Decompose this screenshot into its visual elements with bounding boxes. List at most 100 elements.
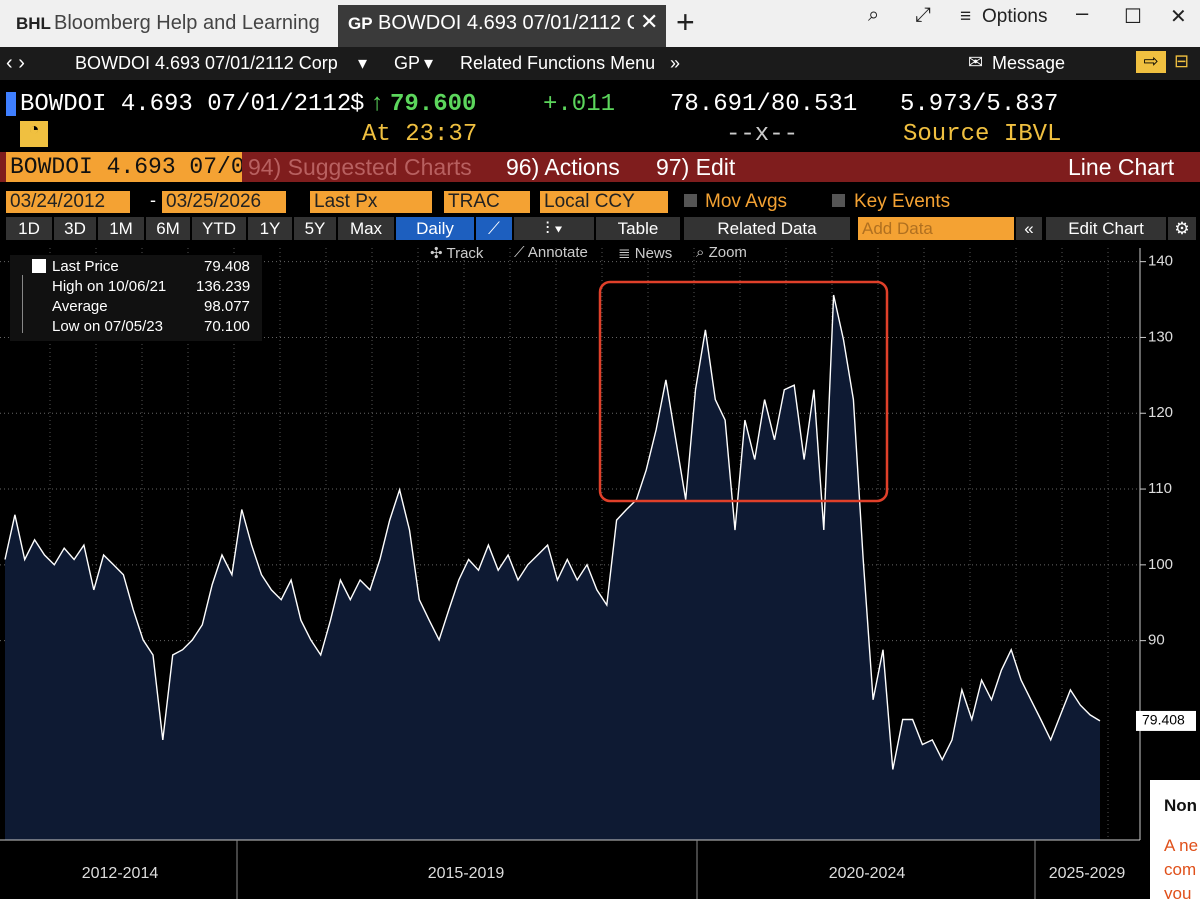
- gauge-icon[interactable]: ◔: [20, 121, 48, 147]
- end-date[interactable]: 03/25/2026: [162, 191, 286, 213]
- new-tab[interactable]: +: [676, 4, 695, 40]
- frequency[interactable]: Daily: [396, 217, 474, 240]
- tool-label[interactable]: News: [634, 245, 673, 262]
- period[interactable]: 1D: [6, 217, 52, 240]
- options[interactable]: Options: [982, 6, 1048, 27]
- dropdown[interactable]: ▾: [358, 53, 368, 73]
- popup-title: Non: [1164, 796, 1198, 815]
- settings[interactable]: ⚙: [1168, 217, 1196, 240]
- chart-tool[interactable]: ⟋ Annotate: [514, 244, 588, 261]
- close-window[interactable]: ✕: [1170, 6, 1187, 28]
- checkbox[interactable]: [684, 194, 697, 207]
- marker: [6, 92, 16, 116]
- mail-icon[interactable]: ✉: [968, 52, 984, 72]
- toolbar: BOWDOI 4.693 07/0 94) Suggested Charts 9…: [0, 152, 1200, 182]
- search-icon[interactable]: ⌕: [868, 4, 880, 26]
- price: 79.600: [390, 91, 477, 118]
- edit-chart[interactable]: Edit Chart: [1046, 217, 1166, 240]
- y-tick-label: 110: [1148, 480, 1172, 497]
- active-tab[interactable]: [338, 5, 666, 47]
- time: At 23:37: [362, 121, 478, 148]
- expand-icon[interactable]: ⤢: [915, 4, 931, 26]
- message[interactable]: Message: [992, 53, 1066, 73]
- popup-text: you: [1164, 884, 1192, 899]
- legend-label: Low on 07/05/23: [52, 318, 163, 335]
- dropdown[interactable]: ▾: [424, 53, 434, 73]
- legend: Last Price 79.408 High on 10/06/21 136.2…: [10, 255, 262, 341]
- table[interactable]: Table: [596, 217, 680, 240]
- mov-avgs[interactable]: Mov Avgs: [705, 191, 788, 212]
- minimize[interactable]: –: [1076, 0, 1089, 25]
- last-price-label: 79.408: [1142, 712, 1185, 728]
- tab-label[interactable]: Bloomberg Help and Learning: [54, 12, 320, 34]
- legend-label: High on 10/06/21: [52, 278, 167, 295]
- period[interactable]: YTD: [192, 217, 246, 240]
- legend-value: 136.239: [196, 278, 251, 295]
- add-data[interactable]: Add Data: [858, 217, 1014, 240]
- y-tick-label: 100: [1148, 556, 1173, 573]
- quote: BOWDOI 4.693 07/01/2112 $ ↑ 79.600 +.011…: [0, 88, 1200, 152]
- period[interactable]: 5Y: [294, 217, 336, 240]
- popup-text: com: [1164, 860, 1197, 879]
- chart-tool[interactable]: ≣ News: [618, 245, 673, 262]
- menu-icon[interactable]: ≡: [960, 6, 972, 27]
- y-tick-label: 130: [1148, 328, 1173, 345]
- y-tick-label: 120: [1148, 404, 1173, 421]
- chart-tool[interactable]: ⌕ Zoom: [696, 244, 747, 261]
- launch[interactable]: ⇨: [1136, 51, 1166, 73]
- line: [4, 294, 1101, 770]
- legend-label: Last Price: [52, 258, 119, 275]
- tab-code[interactable]: BHL: [16, 14, 51, 33]
- tool-label[interactable]: Zoom: [708, 244, 747, 261]
- period[interactable]: 1M: [98, 217, 144, 240]
- more[interactable]: ⊟: [1174, 51, 1190, 71]
- line-icon[interactable]: ⟋: [476, 217, 512, 240]
- x-tick-label: 2020-2024: [829, 865, 906, 882]
- y-tick-label: 90: [1148, 632, 1165, 649]
- bid-ask: 78.691/80.531: [670, 91, 858, 118]
- ticker: BOWDOI 4.693 07/01/2112: [20, 91, 352, 118]
- maximize[interactable]: ☐: [1124, 6, 1142, 28]
- actions[interactable]: 96) Actions: [506, 154, 620, 180]
- start-date[interactable]: 03/24/2012: [6, 191, 130, 213]
- legend-swatch: [32, 259, 46, 273]
- x-tick-label: 2015-2019: [428, 865, 505, 882]
- key-events[interactable]: Key Events: [854, 191, 951, 212]
- period[interactable]: 1Y: [248, 217, 292, 240]
- security-menu[interactable]: BOWDOI 4.693 07/01/2112 Corp: [75, 53, 338, 73]
- area: [5, 295, 1100, 840]
- currency: $: [350, 91, 365, 118]
- tab-label[interactable]: BOWDOI 4.693 07/01/2112 Co: [378, 12, 634, 34]
- legend-value: 98.077: [204, 298, 250, 315]
- chart-type: Line Chart: [1068, 154, 1175, 180]
- chart-tool[interactable]: ✣ Track: [430, 245, 484, 262]
- tool-label[interactable]: Track: [446, 245, 484, 262]
- related-data[interactable]: Related Data: [684, 217, 850, 240]
- security-field[interactable]: BOWDOI 4.693 07/0: [6, 152, 242, 182]
- field[interactable]: Last Px: [310, 191, 432, 213]
- close-tab[interactable]: ✕: [640, 9, 659, 34]
- legend-label: Average: [52, 298, 108, 315]
- related-menu[interactable]: Related Functions Menu: [460, 53, 656, 73]
- back[interactable]: ‹ ›: [6, 52, 25, 74]
- source-field[interactable]: TRAC: [444, 191, 530, 213]
- period[interactable]: Max: [338, 217, 394, 240]
- function-menu[interactable]: GP: [394, 53, 421, 73]
- period[interactable]: 3D: [54, 217, 96, 240]
- suggested-charts[interactable]: 94) Suggested Charts: [248, 154, 472, 180]
- popup[interactable]: Non A ne com you: [1150, 780, 1200, 899]
- tool-label[interactable]: Annotate: [527, 244, 588, 261]
- currency-field[interactable]: Local CCY: [540, 191, 668, 213]
- checkbox[interactable]: [832, 194, 845, 207]
- edit[interactable]: 97) Edit: [656, 154, 736, 180]
- bar-icon[interactable]: ⫶ ▾: [514, 217, 594, 240]
- tab-code[interactable]: GP: [348, 14, 373, 33]
- last-price-tag: [1136, 710, 1196, 731]
- date-separator: -: [150, 190, 156, 210]
- period[interactable]: 6M: [146, 217, 190, 240]
- collapse[interactable]: «: [1016, 217, 1042, 240]
- popup-text: A ne: [1164, 836, 1199, 855]
- chart: 90 100 110 120 130 140 79.408 2012-2014 2015-201…: [0, 248, 1196, 899]
- dropdown[interactable]: »: [670, 53, 681, 73]
